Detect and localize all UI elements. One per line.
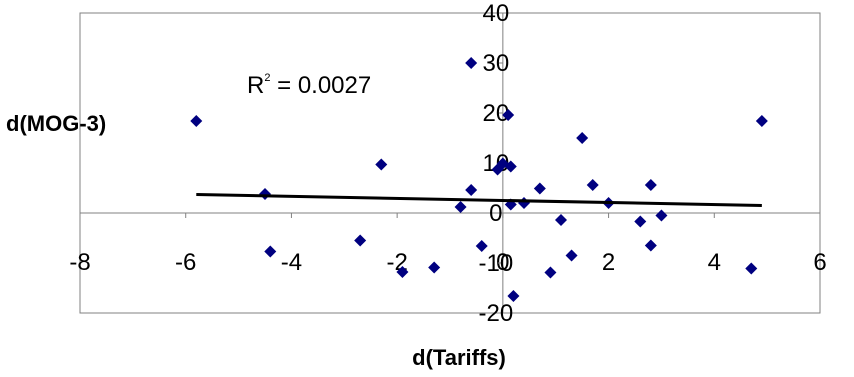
x-tick-label: 2	[602, 249, 615, 276]
y-tick-label: -10	[479, 250, 514, 277]
data-point	[354, 234, 367, 247]
data-point	[565, 249, 578, 262]
data-point	[475, 240, 488, 252]
x-axis-title: d(Tariffs)	[412, 345, 506, 370]
data-point	[544, 266, 557, 279]
y-tick-label: 40	[483, 0, 510, 27]
data-point	[396, 266, 409, 278]
data-point	[504, 160, 517, 173]
data-point	[502, 109, 515, 121]
data-point	[586, 179, 599, 191]
data-point	[634, 215, 647, 228]
data-point	[655, 209, 668, 222]
x-axis-ticks: -8 -6 -4 -2 0 2 4 6	[69, 213, 827, 276]
x-tick-label: -4	[281, 249, 302, 276]
r-squared-exponent: 2	[264, 72, 270, 84]
r-squared-base: R	[247, 72, 264, 99]
x-tick-label: 4	[708, 249, 721, 276]
data-point	[507, 290, 520, 302]
data-point	[465, 184, 478, 196]
y-tick-label: 0	[489, 200, 502, 227]
x-tick-label: -8	[69, 249, 90, 276]
data-point	[375, 158, 388, 171]
data-point	[533, 182, 546, 195]
data-point	[454, 201, 467, 213]
data-point	[465, 57, 478, 69]
trendline	[196, 193, 762, 207]
data-point	[576, 132, 589, 144]
data-point	[644, 239, 657, 252]
data-point	[745, 262, 758, 275]
y-axis-title: d(MOG-3)	[6, 111, 106, 136]
r-squared-value: = 0.0027	[270, 72, 371, 99]
data-point	[755, 115, 768, 127]
r-squared-label: R2 = 0.0027	[247, 72, 371, 99]
y-tick-label: -20	[479, 300, 514, 327]
data-point	[264, 245, 277, 258]
x-tick-label: 6	[813, 249, 826, 276]
data-points	[190, 57, 768, 302]
plot-area	[79, 12, 821, 314]
y-tick-label: 30	[483, 50, 510, 77]
data-point	[190, 115, 203, 127]
data-point	[644, 179, 657, 191]
data-point	[428, 261, 441, 274]
data-point	[555, 214, 567, 226]
x-tick-label: -6	[175, 249, 196, 276]
